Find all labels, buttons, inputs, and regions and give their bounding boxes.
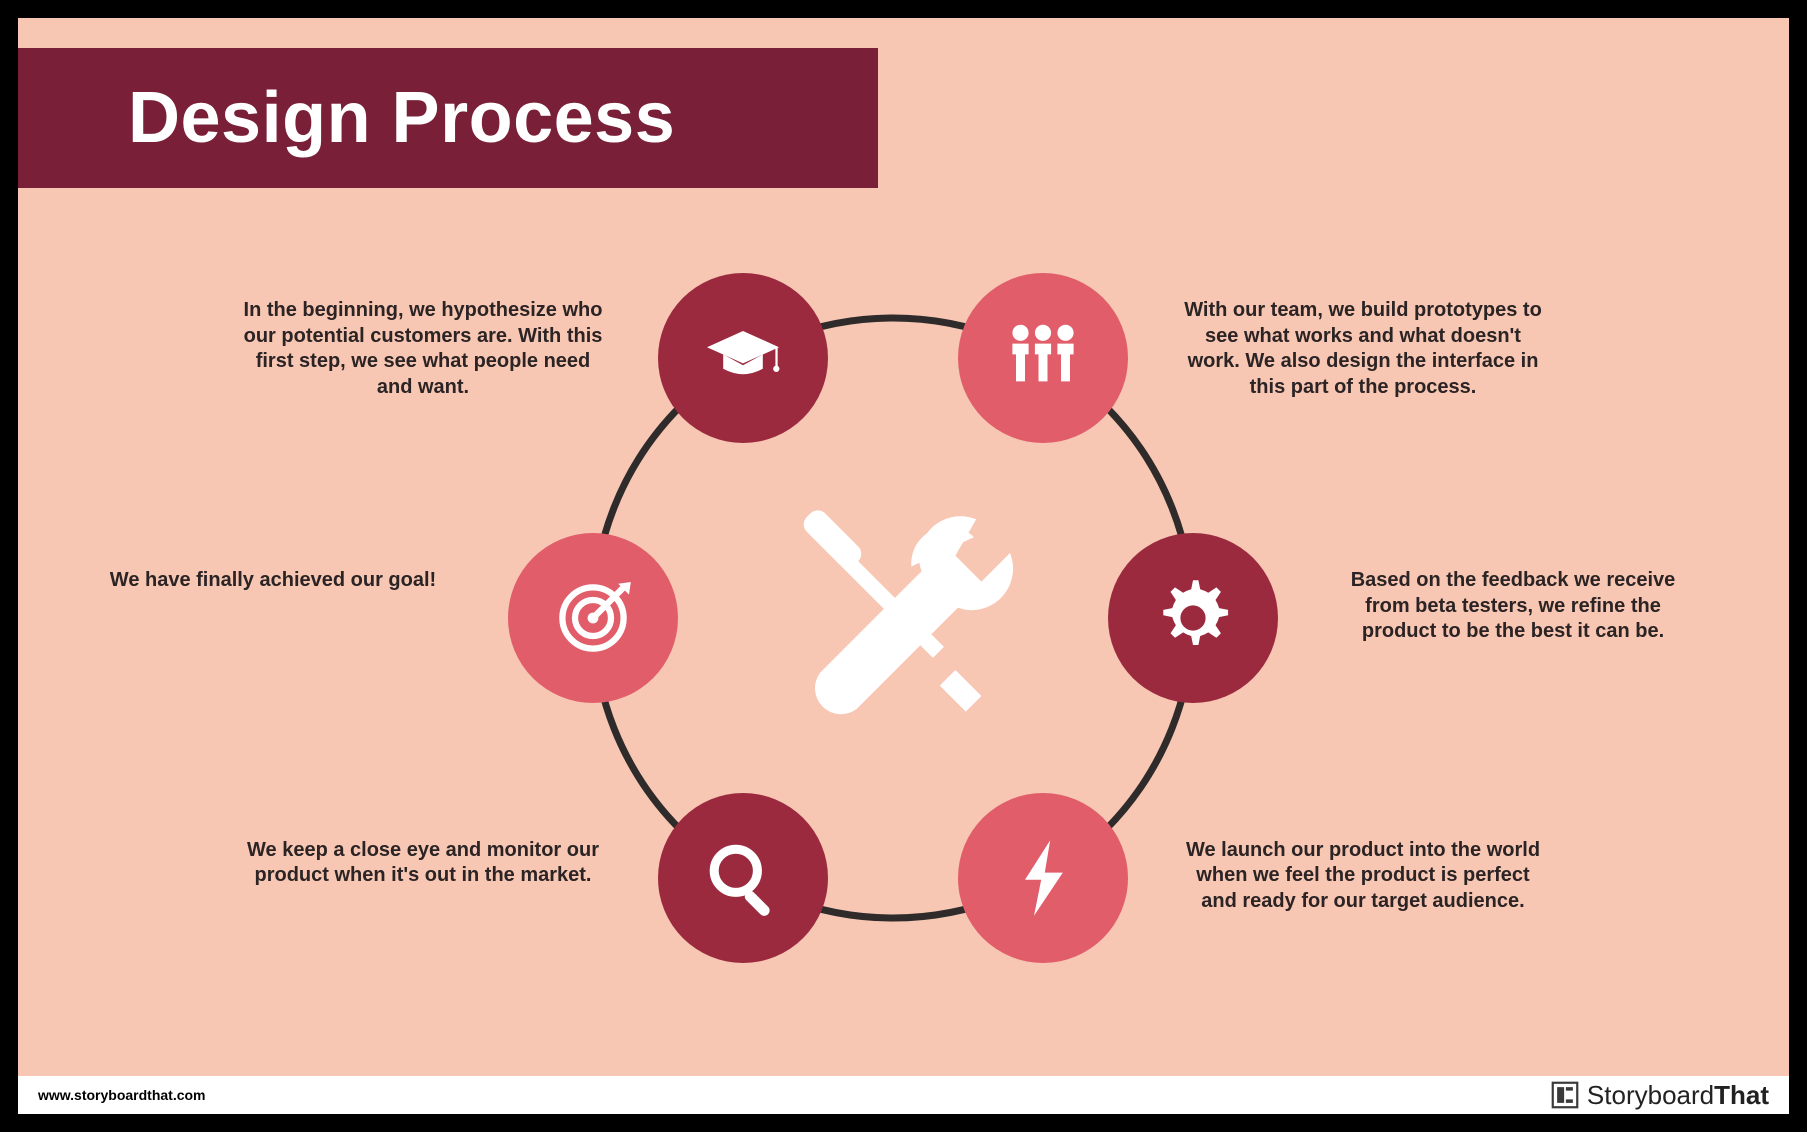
footer: www.storyboardthat.com StoryboardThat [18, 1076, 1789, 1114]
magnify-icon [698, 833, 788, 923]
brand: StoryboardThat [1551, 1080, 1769, 1111]
brand-suffix: That [1714, 1080, 1769, 1110]
node-goal [508, 533, 678, 703]
label-hypothesize: In the beginning, we hypothesize who our… [243, 298, 603, 400]
label-launch: We launch our product into the world whe… [1183, 838, 1543, 915]
node-prototype [958, 273, 1128, 443]
label-monitor: We keep a close eye and monitor our prod… [243, 838, 603, 889]
brand-prefix: Storyboard [1587, 1080, 1714, 1110]
grad-cap-icon [698, 313, 788, 403]
node-monitor [658, 793, 828, 963]
tools-icon [763, 488, 1023, 748]
label-goal: We have finally achieved our goal! [93, 568, 453, 594]
title-bar: Design Process [18, 48, 878, 188]
people-icon [998, 313, 1088, 403]
footer-url: www.storyboardthat.com [38, 1087, 206, 1103]
bolt-icon [998, 833, 1088, 923]
infographic-canvas: Design Process In the beginning, we hypo… [18, 18, 1789, 1114]
brand-logo-icon [1551, 1081, 1579, 1109]
target-icon [548, 573, 638, 663]
label-refine: Based on the feedback we receive from be… [1333, 568, 1693, 645]
node-hypothesize [658, 273, 828, 443]
node-launch [958, 793, 1128, 963]
gear-icon [1148, 573, 1238, 663]
label-prototype: With our team, we build prototypes to se… [1183, 298, 1543, 400]
node-refine [1108, 533, 1278, 703]
page-title: Design Process [128, 77, 675, 159]
